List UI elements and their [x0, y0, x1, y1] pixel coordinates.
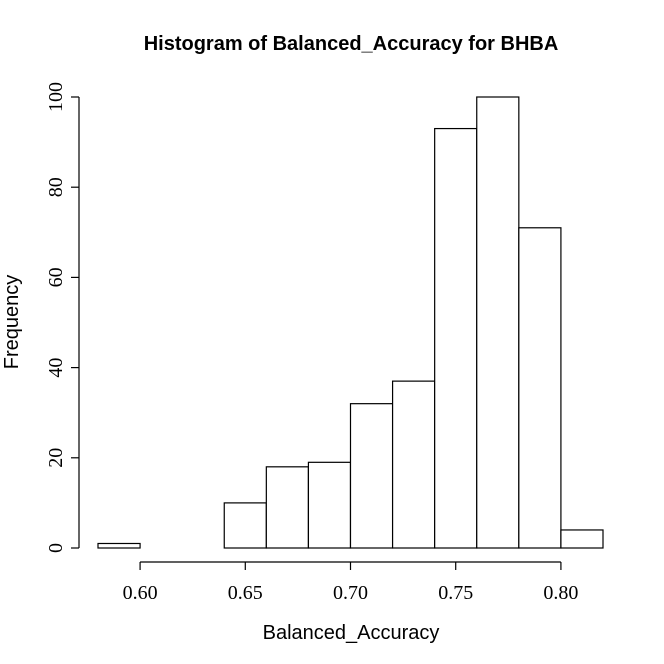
chart-title: Histogram of Balanced_Accuracy for BHBA: [144, 33, 559, 55]
histogram-bar: [476, 96, 520, 549]
x-tick-label: 0.75: [438, 582, 473, 604]
histogram-bar: [223, 502, 267, 549]
histogram-bar: [434, 127, 478, 549]
x-tick-label: 0.80: [543, 582, 578, 604]
x-tick-label: 0.60: [123, 582, 158, 604]
x-tick-label: 0.70: [333, 582, 368, 604]
x-axis-label: Balanced_Accuracy: [263, 622, 440, 644]
x-axis: 0.60 0.65 0.70 0.75 0.80: [123, 561, 578, 604]
y-tick-label: 60: [45, 267, 67, 287]
histogram-bar: [307, 461, 352, 549]
y-tick-label: 0: [45, 543, 67, 553]
y-tick-label: 20: [45, 448, 67, 468]
histogram-bar: [391, 380, 436, 549]
histogram-bar: [97, 542, 141, 549]
histogram-bar: [560, 529, 604, 549]
histogram-bar: [265, 466, 310, 549]
histogram-bar: [518, 227, 562, 549]
histogram-bar: [349, 403, 394, 549]
bars-group: [97, 96, 604, 549]
y-tick-label: 40: [45, 358, 67, 378]
y-axis: 0 20 40 60 80 100: [45, 82, 80, 553]
y-axis-label: Frequency: [1, 275, 23, 370]
y-tick-label: 80: [45, 177, 67, 197]
y-tick-label: 100: [45, 82, 67, 112]
x-tick-label: 0.65: [228, 582, 263, 604]
